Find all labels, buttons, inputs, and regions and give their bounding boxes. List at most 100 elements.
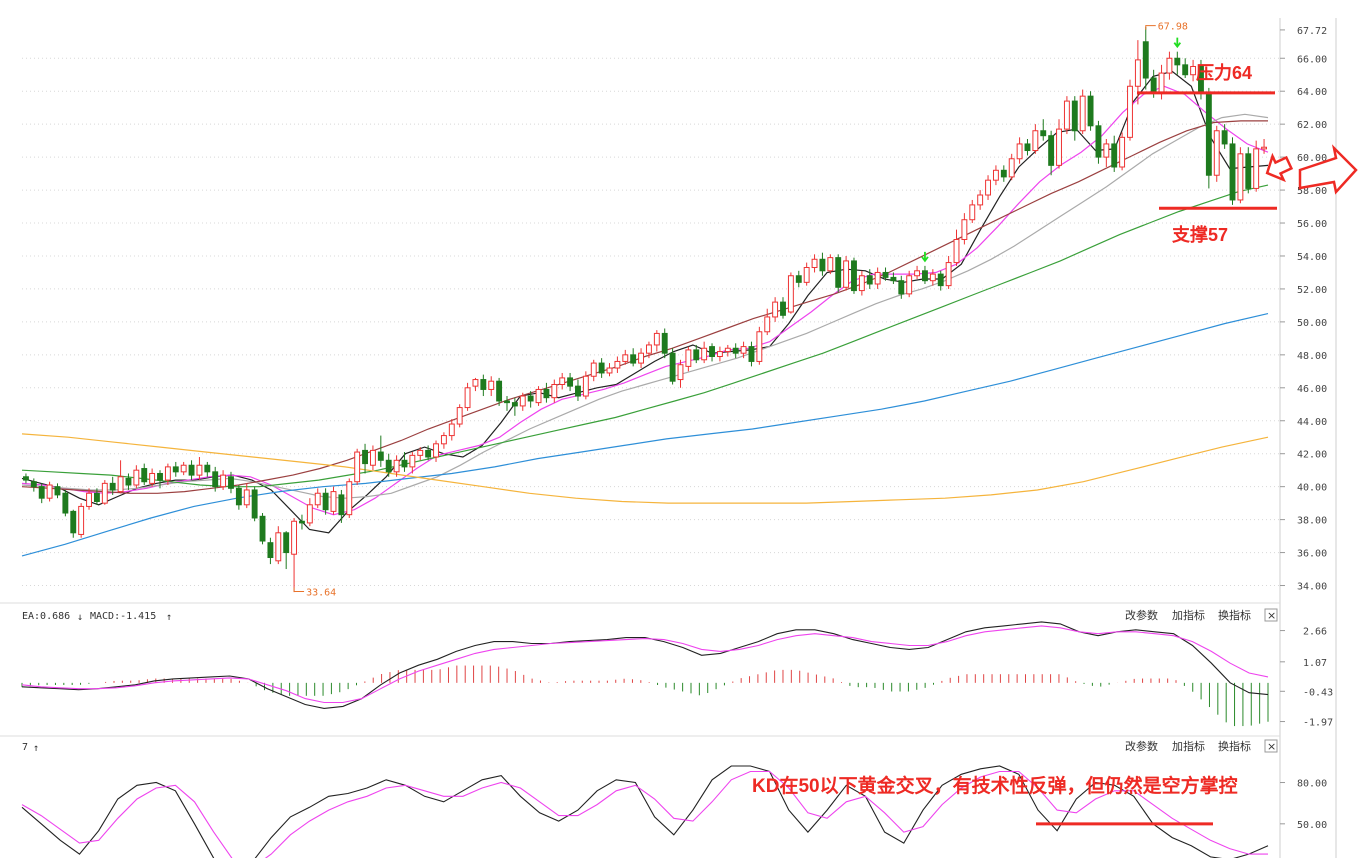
candle-body-up bbox=[1158, 72, 1165, 94]
candlestick bbox=[1008, 153, 1015, 181]
candlestick bbox=[70, 509, 77, 538]
price-axis: 67.72 66.00 64.00 62.00 60.00 58.00 56.00 54.00… bbox=[1280, 26, 1327, 593]
candle-body-down bbox=[1111, 143, 1118, 168]
candle-body-up bbox=[559, 377, 566, 385]
candle-body-up bbox=[811, 258, 818, 269]
candlestick bbox=[898, 275, 905, 299]
candlestick bbox=[38, 483, 45, 504]
candle-body-down bbox=[898, 280, 905, 295]
candlestick bbox=[669, 348, 676, 385]
candlestick bbox=[480, 374, 487, 397]
price-tick-label: 60.00 bbox=[1297, 153, 1327, 164]
candlestick bbox=[133, 465, 140, 489]
candle-body-up bbox=[220, 474, 227, 488]
candlestick bbox=[882, 267, 889, 281]
kd-tick-label: 50.00 bbox=[1297, 820, 1327, 831]
candle-body-up bbox=[843, 260, 850, 288]
candlestick bbox=[1024, 138, 1031, 156]
candle-body-up bbox=[929, 273, 936, 282]
candlestick bbox=[338, 489, 345, 523]
macd-close-button[interactable] bbox=[1264, 608, 1278, 622]
candlestick bbox=[141, 463, 148, 486]
candlestick bbox=[1134, 40, 1141, 105]
kd-lines bbox=[21, 765, 1269, 858]
candlestick bbox=[180, 461, 187, 476]
candlestick bbox=[843, 255, 850, 291]
candlestick bbox=[1127, 79, 1133, 141]
candlestick bbox=[62, 489, 69, 517]
kd-legend: 7 ↑ bbox=[22, 742, 39, 754]
candlestick bbox=[164, 463, 171, 486]
kd-edit-params-button[interactable]: 改参数 bbox=[1125, 739, 1158, 753]
macd-edit-params-button[interactable]: 改参数 bbox=[1125, 608, 1158, 622]
macd-axis: 2.66 1.07 -0.43 -1.97 bbox=[1280, 627, 1333, 729]
candle-body-down bbox=[93, 492, 100, 502]
kd-close-button[interactable] bbox=[1264, 739, 1278, 753]
candlestick bbox=[590, 359, 597, 382]
candle-body-up bbox=[330, 491, 337, 512]
candlestick bbox=[117, 460, 124, 494]
candle-body-up bbox=[701, 347, 708, 361]
candle-body-up bbox=[638, 352, 645, 364]
candlestick bbox=[377, 435, 384, 467]
candle-body-up bbox=[488, 380, 495, 390]
kd-switch-indicator-button[interactable]: 换指标 bbox=[1218, 739, 1251, 753]
candle-body-up bbox=[275, 532, 282, 562]
kd-tick-label: 80.00 bbox=[1297, 779, 1327, 790]
candlestick bbox=[401, 452, 408, 472]
price-tick-label: 44.00 bbox=[1297, 417, 1327, 428]
candlestick bbox=[748, 341, 755, 367]
candle-body-down bbox=[377, 451, 384, 461]
candle-body-down bbox=[1174, 57, 1181, 66]
candlestick bbox=[653, 330, 660, 352]
candle-body-up bbox=[1190, 65, 1197, 76]
candle-body-down bbox=[496, 380, 503, 402]
candlestick bbox=[1261, 138, 1268, 154]
candle-body-down bbox=[1087, 95, 1094, 127]
moving-average-line bbox=[21, 113, 1269, 499]
candle-body-up bbox=[772, 301, 779, 318]
candle-body-down bbox=[204, 464, 211, 473]
kd-menu: 改参数 加指标 换指标 × bbox=[1125, 739, 1278, 753]
candle-body-down bbox=[1182, 64, 1189, 76]
candle-body-up bbox=[409, 454, 416, 468]
signal-arrows bbox=[921, 37, 1182, 263]
candlestick bbox=[732, 343, 739, 359]
candle-body-down bbox=[141, 468, 148, 483]
macd-add-indicator-button[interactable]: 加指标 bbox=[1172, 608, 1205, 622]
candle-body-down bbox=[835, 257, 842, 288]
candle-body-up bbox=[86, 492, 92, 507]
candle-body-down bbox=[125, 477, 132, 486]
candlestick bbox=[86, 488, 92, 510]
candle-body-up bbox=[133, 469, 140, 486]
candle-body-down bbox=[322, 492, 329, 511]
macd-histogram bbox=[21, 665, 1269, 727]
up-arrow-icon: ↑ bbox=[33, 743, 39, 754]
candle-body-up bbox=[685, 349, 692, 367]
peak-marker: 67.98 bbox=[1145, 22, 1188, 33]
kd-add-indicator-button[interactable]: 加指标 bbox=[1172, 739, 1205, 753]
candle-body-up bbox=[472, 379, 479, 387]
candlestick bbox=[551, 379, 558, 403]
kd-k-line bbox=[21, 765, 1269, 858]
candlestick bbox=[661, 328, 668, 359]
candle-body-down bbox=[575, 385, 581, 397]
candlestick bbox=[149, 468, 156, 487]
candle-body-down bbox=[819, 258, 826, 272]
candle-body-down bbox=[780, 301, 786, 316]
macd-switch-indicator-button[interactable]: 换指标 bbox=[1218, 608, 1251, 622]
candlestick bbox=[1103, 138, 1110, 167]
candlestick bbox=[945, 255, 952, 289]
kd-axis: 80.00 50.00 bbox=[1280, 779, 1327, 831]
price-tick-label: 66.00 bbox=[1297, 54, 1327, 65]
candlestick bbox=[1221, 124, 1228, 149]
candlestick bbox=[709, 343, 715, 362]
price-tick-label: 40.00 bbox=[1297, 483, 1327, 494]
candlestick bbox=[701, 341, 708, 364]
candlestick bbox=[567, 372, 574, 392]
close-icon: × bbox=[1267, 609, 1276, 622]
candle-body-down bbox=[70, 510, 77, 534]
candlestick bbox=[764, 308, 771, 336]
candle-body-down bbox=[228, 476, 234, 489]
candlestick bbox=[259, 513, 266, 545]
